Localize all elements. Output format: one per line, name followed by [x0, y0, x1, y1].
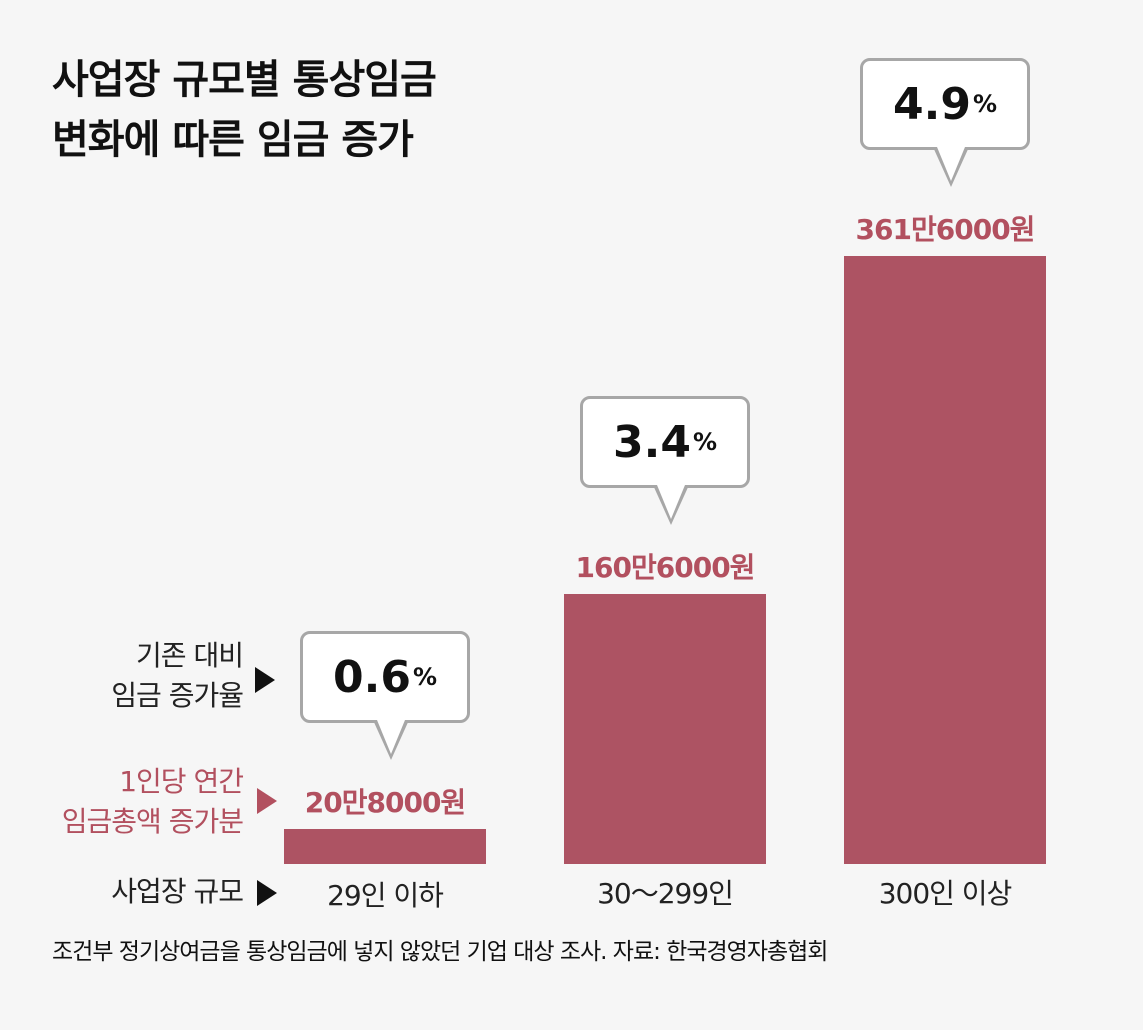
bar-2	[564, 594, 766, 864]
footnote: 조건부 정기상여금을 통상임금에 넣지 않았던 기업 대상 조사. 자료: 한국…	[52, 939, 828, 965]
chart-title-line-2: 변화에 따른 임금 증가	[52, 117, 414, 163]
bar-2-rate-value: 3.4	[613, 416, 691, 468]
bar-2-rate-unit: %	[692, 428, 717, 456]
bar-1	[284, 829, 486, 864]
bar-3	[844, 256, 1046, 864]
chart-title-line-1: 사업장 규모별 통상임금	[52, 57, 437, 103]
chart-title: 사업장 규모별 통상임금 변화에 따른 임금 증가	[52, 50, 437, 170]
category-label-3: 300인 이상	[878, 877, 1013, 910]
bar-1-rate-bubble: 0.6%	[300, 631, 470, 760]
bubble-tail-fill	[937, 147, 965, 181]
bar-2-amount-label: 160만6000원	[575, 551, 756, 584]
bar-3-rate-bubble: 4.9%	[860, 58, 1030, 187]
amount-row-label: 1인당 연간 임금총액 증가분	[61, 762, 244, 842]
scale-row-arrow-icon	[257, 880, 277, 906]
bar-3-rate-value: 4.9	[893, 78, 971, 130]
bar-1-rate-unit: %	[412, 663, 437, 691]
rate-row-label-line-1: 기존 대비	[136, 639, 244, 672]
rate-row-label: 기존 대비 임금 증가율	[111, 636, 244, 716]
bar-3-amount-label: 361만6000원	[855, 213, 1036, 246]
bubble-tail-fill	[657, 485, 685, 519]
category-label-2: 30～299인	[597, 877, 734, 910]
rate-row-arrow-icon	[255, 667, 275, 693]
scale-row-label: 사업장 규모	[111, 875, 244, 908]
amount-row-arrow-icon	[257, 788, 277, 814]
category-label-1: 29인 이하	[327, 879, 444, 912]
amount-row-label-line-1: 1인당 연간	[119, 765, 244, 798]
bar-1-rate-value: 0.6	[333, 651, 411, 703]
bar-3-rate-unit: %	[972, 90, 997, 118]
bubble-tail-fill	[377, 720, 405, 754]
bar-2-rate-bubble: 3.4%	[580, 396, 750, 525]
rate-row-label-line-2: 임금 증가율	[111, 679, 244, 712]
bar-1-amount-label: 20만8000원	[304, 786, 466, 819]
amount-row-label-line-2: 임금총액 증가분	[61, 805, 244, 838]
